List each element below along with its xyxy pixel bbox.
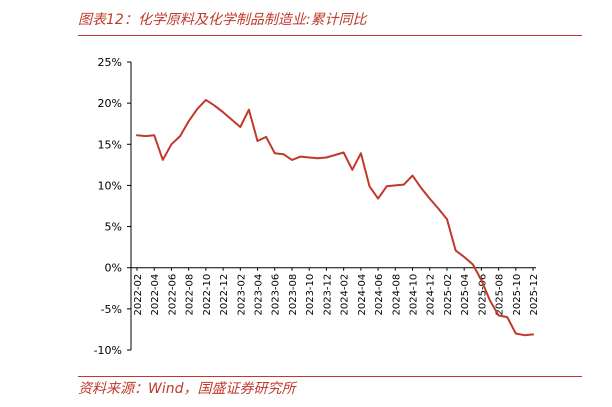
y-axis: 25% 20% 15% 10% 5% 0% -5% -10% [94,56,132,357]
x-tick-label: 2024-08 [391,274,402,316]
series-line [136,98,535,337]
y-tick-label: 5% [105,221,122,234]
title-rule [78,35,582,36]
y-tick-label: 20% [98,97,122,110]
source-rule [78,376,582,377]
x-tick-label: 2022-06 [167,274,178,316]
y-tick-label: -10% [94,344,122,357]
x-tick-label: 2024-02 [340,274,351,316]
x-tick-label: 2022-10 [202,274,213,316]
x-tick-label: 2022-12 [219,274,230,316]
x-tick-label: 2022-08 [185,274,196,316]
y-tick-label: 15% [98,138,122,151]
x-tick-label: 2024-10 [409,274,420,316]
y-tick-label: -5% [101,303,122,316]
x-tick-label: 2025-08 [495,274,506,316]
y-tick-label: 0% [105,262,122,275]
x-tick-label: 2024-12 [426,274,437,316]
x-tick-label: 2025-10 [512,274,523,316]
y-tick-label: 25% [98,56,122,69]
x-tick-label: 2025-12 [529,274,540,316]
x-tick-label: 2025-04 [460,274,471,316]
x-tick-label: 2024-04 [357,274,368,316]
x-tick-label: 2023-10 [305,274,316,316]
x-tick-label: 2025-02 [443,274,454,316]
source-note: 资料来源：Wind，国盛证券研究所 [78,381,296,397]
x-tick-label: 2022-04 [150,274,161,316]
x-tick-label: 2024-06 [374,274,385,316]
series-layer [136,98,535,337]
x-tick-label: 2023-02 [236,274,247,316]
x-tick-label: 2023-06 [271,274,282,316]
x-tick-label: 2023-12 [322,274,333,316]
x-tick-label: 2023-08 [288,274,299,316]
x-tick-label: 2023-04 [254,274,265,316]
figure-title: 图表12：化学原料及化学制品制造业:累计同比 [78,12,367,28]
y-tick-label: 10% [98,179,122,192]
x-tick-label: 2025-06 [477,274,488,316]
x-tick-label: 2022-02 [133,274,144,316]
x-axis: 2022-02 2022-04 2022-06 2022-08 2022-10 2022-… [131,267,540,316]
